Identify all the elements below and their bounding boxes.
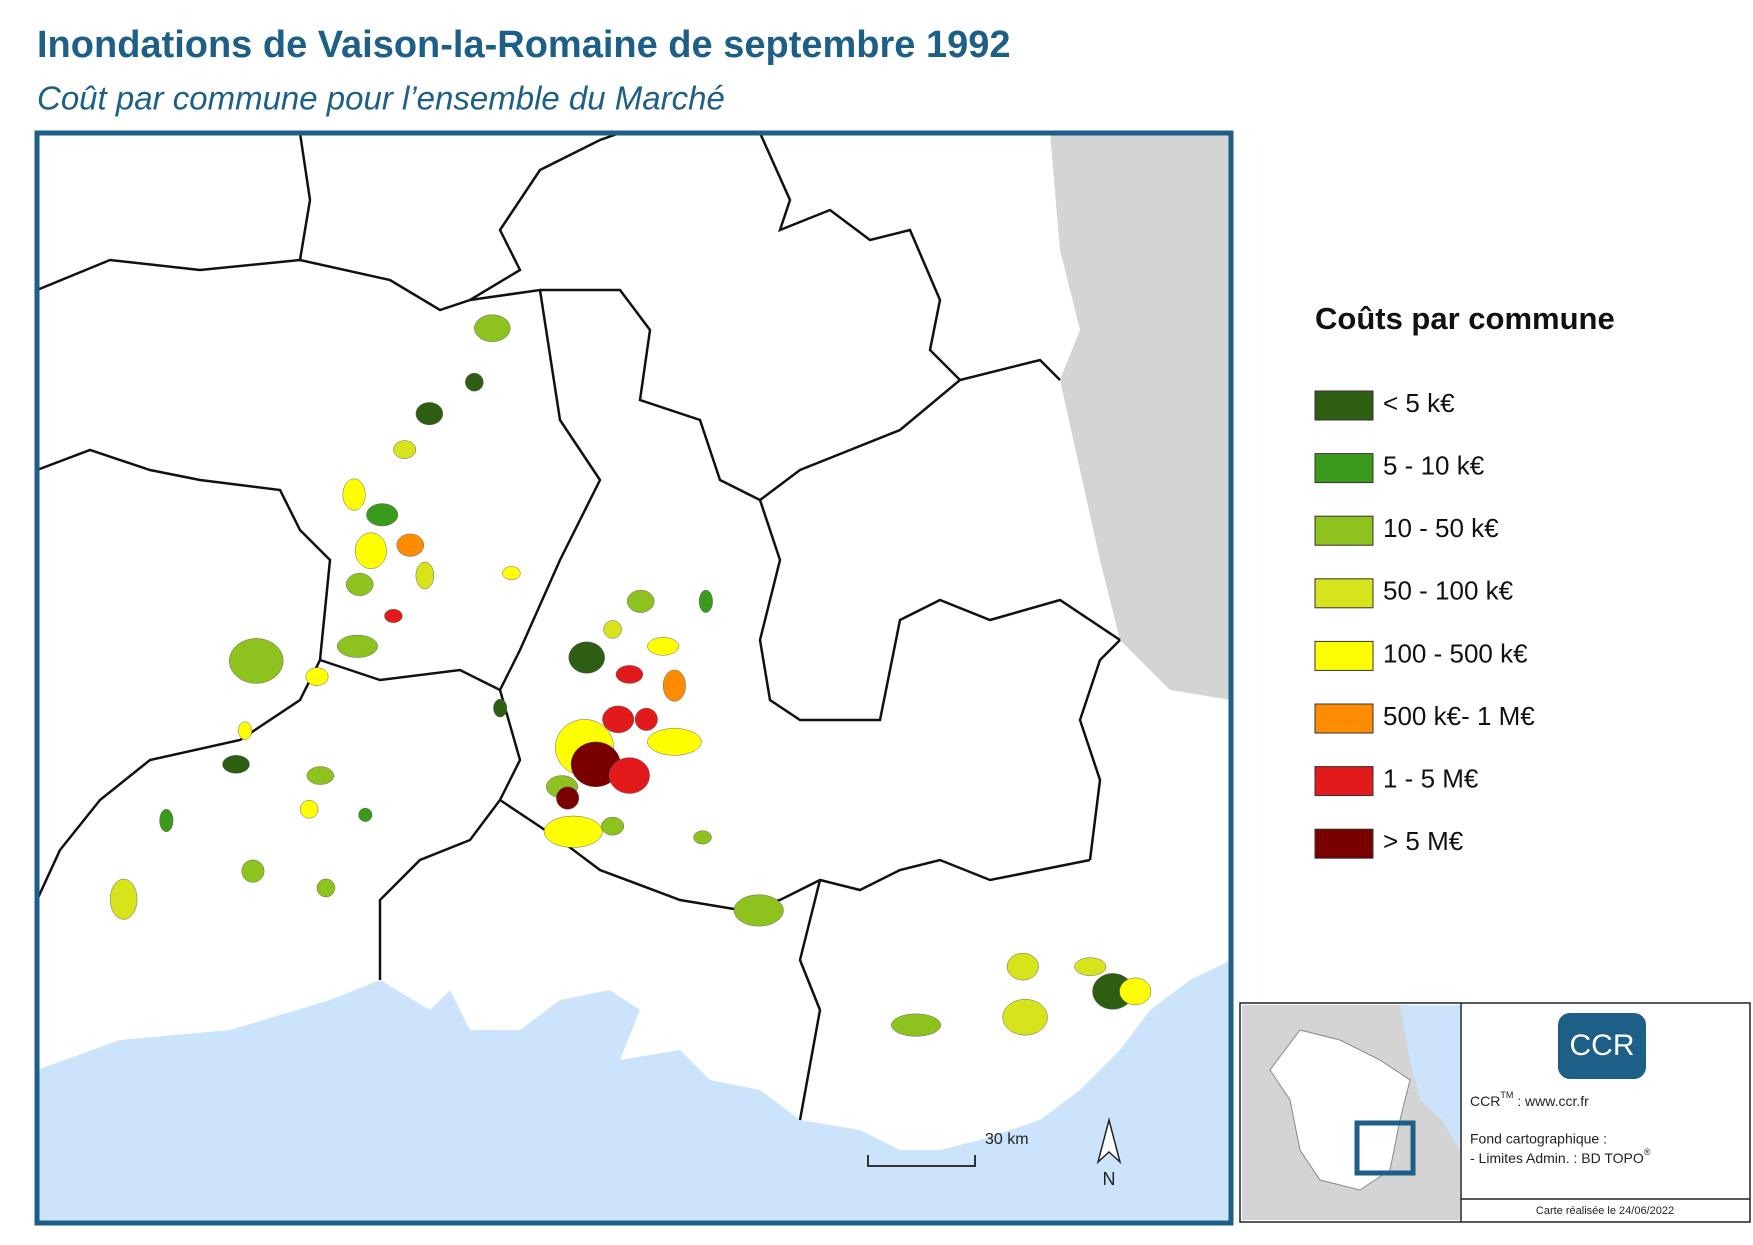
commune — [693, 830, 712, 845]
legend-label: 1 - 5 M€ — [1383, 763, 1479, 793]
map-frame — [34, 130, 1234, 1226]
commune — [1002, 998, 1048, 1036]
commune — [647, 637, 680, 656]
legend-swatch — [1314, 390, 1374, 421]
legend-swatch — [1314, 766, 1374, 797]
legend-swatch — [1314, 453, 1374, 484]
legend-title: Coûts par commune — [1315, 301, 1615, 336]
commune — [366, 503, 399, 527]
commune — [1074, 957, 1107, 976]
source-mark: ® — [1644, 1147, 1651, 1157]
commune — [238, 721, 253, 740]
commune — [305, 667, 329, 686]
commune — [241, 859, 265, 883]
north-arrow: N — [1096, 1117, 1122, 1189]
subtitle: Coût par commune pour l’ensemble du Marc… — [37, 80, 725, 117]
legend-swatch — [1314, 578, 1374, 609]
legend-label: 100 - 500 k€ — [1383, 638, 1528, 668]
commune — [602, 705, 635, 734]
legend-swatch — [1314, 515, 1374, 546]
map: 30 km N — [34, 130, 1234, 1226]
north-label: N — [1103, 1169, 1116, 1189]
commune — [502, 566, 521, 581]
logo: CCR — [1570, 1029, 1635, 1062]
commune — [891, 1013, 942, 1037]
commune — [615, 665, 644, 684]
commune — [733, 894, 784, 927]
legend-label: > 5 M€ — [1383, 826, 1464, 856]
commune — [396, 533, 424, 557]
commune — [601, 816, 625, 836]
commune — [393, 440, 417, 459]
legend-label: < 5 k€ — [1383, 388, 1455, 418]
commune — [354, 532, 387, 569]
commune — [336, 634, 378, 658]
credit-name: CCR — [1470, 1093, 1500, 1109]
commune — [1006, 952, 1039, 981]
legend-swatch — [1314, 703, 1374, 734]
commune — [358, 807, 373, 822]
commune — [698, 589, 713, 613]
commune — [1119, 977, 1152, 1006]
commune — [626, 589, 655, 613]
commune — [662, 669, 686, 702]
credit-site: : www.ccr.fr — [1513, 1093, 1589, 1109]
commune — [345, 572, 374, 596]
commune — [603, 620, 622, 639]
legend-swatch — [1314, 640, 1374, 671]
commune — [634, 707, 658, 731]
commune — [608, 757, 650, 794]
commune — [159, 809, 174, 833]
legend-swatch — [1314, 828, 1374, 859]
title: Inondations de Vaison-la-Romaine de sept… — [37, 24, 1011, 66]
commune — [384, 608, 403, 623]
commune — [415, 561, 435, 590]
commune — [342, 478, 366, 511]
legend: < 5 k€ 5 - 10 k€ 10 - 50 k€ 50 - 100 k€ 100 … — [1314, 388, 1535, 859]
communes — [109, 314, 1152, 1037]
commune — [229, 638, 284, 684]
commune — [306, 766, 335, 785]
foreign-land — [1050, 133, 1231, 700]
commune — [556, 786, 580, 810]
commune — [568, 641, 605, 674]
scale-label: 30 km — [985, 1131, 1029, 1148]
source-title: Fond cartographique : — [1470, 1131, 1607, 1147]
map-date: Carte réalisée le 24/06/2022 — [1536, 1205, 1674, 1217]
commune — [316, 878, 336, 898]
commune — [493, 698, 508, 718]
credit: CCRTM : www.ccr.fr — [1470, 1090, 1589, 1108]
commune — [299, 800, 319, 819]
legend-label: 10 - 50 k€ — [1383, 513, 1499, 543]
legend-label: 500 k€- 1 M€ — [1383, 701, 1535, 731]
credit-mark: TM — [1500, 1090, 1513, 1100]
legend-label: 50 - 100 k€ — [1383, 576, 1514, 606]
commune — [465, 372, 484, 392]
commune — [543, 815, 603, 848]
inset: CCR CCRTM : www.ccr.fr Fond cartographiq… — [1239, 1002, 1751, 1223]
department-borders — [35, 131, 1121, 1121]
commune — [109, 878, 138, 920]
sea — [37, 960, 1231, 1223]
commune — [415, 402, 444, 426]
commune — [222, 755, 250, 774]
commune — [647, 728, 702, 756]
legend-label: 5 - 10 k€ — [1383, 450, 1485, 480]
source-text: - Limites Admin. : BD TOPO — [1470, 1150, 1644, 1166]
source-line: - Limites Admin. : BD TOPO® — [1470, 1147, 1651, 1165]
commune — [474, 314, 511, 342]
scale-bar: 30 km — [867, 1131, 1029, 1167]
